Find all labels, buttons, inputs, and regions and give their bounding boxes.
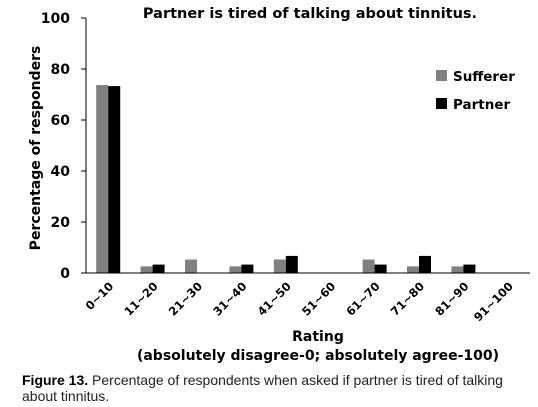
legend: Sufferer Partner <box>436 69 515 113</box>
bar-partner-6 <box>374 264 387 273</box>
legend-swatch-sufferer <box>436 70 447 81</box>
bar-partner-1 <box>152 264 165 273</box>
bar-sufferer-1 <box>140 266 153 273</box>
x-axis-sublabel: (absolutely disagree-0; absolutely agree… <box>137 348 499 364</box>
bar-sufferer-4 <box>273 259 286 273</box>
bar-partner-8 <box>463 264 476 273</box>
bar-sufferer-0 <box>96 85 109 273</box>
y-tick-label: 60 <box>51 113 71 129</box>
bar-partner-7 <box>419 255 431 273</box>
x-tick-label: 0~10 <box>83 279 117 313</box>
x-axis-label: Rating <box>292 329 344 345</box>
legend-swatch-partner <box>436 98 447 109</box>
x-tick-label: 11~20 <box>121 279 160 318</box>
x-tick-label: 21~30 <box>166 279 205 318</box>
bar-sufferer-2 <box>185 259 197 273</box>
y-tick-label: 0 <box>60 266 70 282</box>
x-axis-ticks: 0~10 11~20 21~30 31~40 41~50 51~60 61~70 71~80 8… <box>83 279 516 324</box>
figure-caption: Figure 13. Percentage of respondents whe… <box>22 372 534 404</box>
bar-partner-3 <box>241 264 254 273</box>
y-axis-ticks: 0 20 40 60 80 100 <box>41 11 86 282</box>
y-tick-label: 80 <box>51 62 71 78</box>
figure-caption-label: Figure 13. <box>22 372 89 388</box>
x-tick-label: 51~60 <box>299 279 338 318</box>
chart-title: Partner is tired of talking about tinnit… <box>143 6 477 22</box>
bar-partner-0 <box>108 86 121 274</box>
legend-label-partner: Partner <box>453 97 511 113</box>
x-tick-label: 61~70 <box>343 279 382 318</box>
figure-caption-text: Percentage of respondents when asked if … <box>22 372 503 404</box>
x-tick-label: 71~80 <box>388 279 427 318</box>
x-tick-label: 91~100 <box>471 279 516 324</box>
bar-sufferer-8 <box>451 266 464 273</box>
bar-chart: Partner is tired of talking about tinnit… <box>28 6 530 364</box>
bar-sufferer-6 <box>362 259 375 273</box>
x-tick-label: 41~50 <box>255 279 294 318</box>
bar-partner-4 <box>285 255 298 273</box>
legend-label-sufferer: Sufferer <box>453 69 515 85</box>
y-tick-label: 40 <box>51 164 71 180</box>
bars <box>96 85 476 274</box>
bar-sufferer-3 <box>229 266 242 273</box>
y-tick-label: 20 <box>51 215 71 231</box>
bar-sufferer-7 <box>407 266 419 273</box>
y-axis-label: Percentage of responders <box>28 46 44 251</box>
x-tick-label: 81~90 <box>432 279 471 318</box>
x-tick-label: 31~40 <box>210 279 249 318</box>
y-tick-label: 100 <box>41 11 70 27</box>
chart-area: Partner is tired of talking about tinnit… <box>28 6 530 364</box>
